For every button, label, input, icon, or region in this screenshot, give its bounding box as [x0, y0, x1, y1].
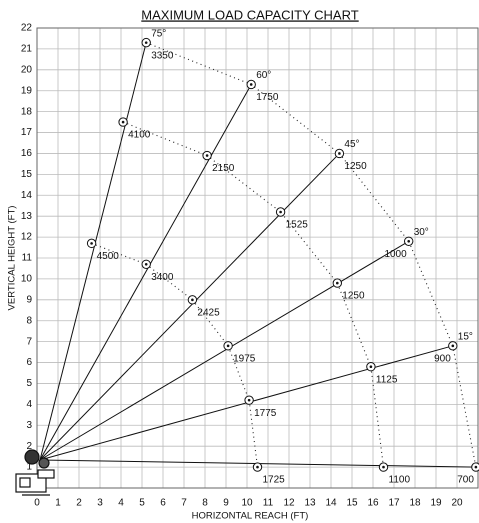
- load-label: 4100: [128, 130, 151, 141]
- y-tick-label: 9: [26, 294, 32, 305]
- x-tick-label: 6: [160, 498, 166, 509]
- load-point-center: [452, 345, 455, 348]
- angle-label: 15°: [458, 331, 473, 342]
- load-point-center: [250, 83, 253, 86]
- y-tick-label: 12: [21, 232, 33, 243]
- x-tick-label: 0: [34, 498, 40, 509]
- load-point-center: [256, 466, 259, 469]
- load-label: 1125: [376, 374, 398, 385]
- chart: MAXIMUM LOAD CAPACITY CHART HORIZONTAL R…: [0, 0, 479, 523]
- y-tick-label: 20: [21, 64, 33, 75]
- y-tick-label: 21: [21, 44, 33, 55]
- y-tick-label: 19: [21, 85, 33, 96]
- y-tick-label: 15: [21, 169, 33, 180]
- y-tick-label: 17: [21, 127, 33, 138]
- load-point-center: [145, 41, 148, 44]
- angle-label: 30°: [414, 227, 429, 238]
- y-tick-label: 3: [26, 420, 32, 431]
- angle-label: 45°: [344, 139, 359, 150]
- load-label: 1750: [256, 92, 279, 103]
- load-label: 3400: [151, 272, 174, 283]
- load-label: 1725: [263, 475, 286, 486]
- y-tick-label: 13: [21, 211, 33, 222]
- x-tick-label: 1: [55, 498, 61, 509]
- load-label: 1100: [389, 475, 411, 486]
- boom-line: [40, 84, 251, 460]
- load-label: 1250: [342, 291, 365, 302]
- x-axis-label: HORIZONTAL REACH (FT): [192, 511, 309, 522]
- load-label: 4500: [97, 251, 120, 262]
- load-point-center: [122, 121, 125, 124]
- y-tick-label: 18: [21, 106, 33, 117]
- boom-line: [40, 241, 409, 460]
- x-tick-label: 11: [263, 498, 274, 509]
- boom-line: [40, 43, 146, 460]
- y-tick-label: 6: [26, 357, 32, 368]
- load-label: 1000: [384, 249, 407, 260]
- load-point-center: [336, 282, 339, 285]
- load-point-center: [475, 466, 478, 469]
- load-point-center: [279, 211, 282, 214]
- load-point-center: [370, 365, 373, 368]
- x-tick-label: 4: [118, 498, 124, 509]
- x-tick-label: 18: [409, 498, 421, 509]
- boom-line: [40, 153, 339, 460]
- angle-label: 75°: [151, 28, 166, 39]
- x-tick-label: 9: [223, 498, 229, 509]
- load-point-center: [338, 152, 341, 155]
- x-tick-label: 3: [97, 498, 103, 509]
- x-tick-label: 14: [325, 498, 337, 509]
- x-tick-label: 15: [346, 498, 358, 509]
- load-point-center: [382, 466, 385, 469]
- load-point-center: [407, 240, 410, 243]
- load-point-center: [248, 399, 251, 402]
- load-label: 900: [434, 353, 451, 364]
- y-tick-label: 8: [26, 315, 32, 326]
- x-tick-label: 20: [451, 498, 463, 509]
- x-tick-label: 19: [430, 498, 442, 509]
- load-label: 3350: [151, 50, 174, 61]
- load-point-center: [90, 242, 93, 245]
- load-label: 1975: [233, 353, 256, 364]
- y-tick-label: 5: [26, 378, 32, 389]
- y-tick-label: 7: [26, 336, 32, 347]
- x-tick-label: 12: [283, 498, 295, 509]
- y-tick-label: 22: [21, 23, 33, 34]
- x-tick-label: 16: [367, 498, 379, 509]
- y-tick-label: 14: [21, 190, 33, 201]
- load-label: 700: [457, 475, 474, 486]
- load-point-center: [145, 263, 148, 266]
- x-tick-label: 10: [241, 498, 253, 509]
- x-tick-label: 13: [304, 498, 316, 509]
- y-tick-label: 10: [21, 274, 33, 285]
- reach-arc: [146, 43, 476, 467]
- load-label: 2150: [212, 163, 235, 174]
- x-tick-label: 17: [388, 498, 400, 509]
- chart-title: MAXIMUM LOAD CAPACITY CHART: [141, 7, 358, 22]
- load-label: 1775: [254, 408, 277, 419]
- x-tick-label: 2: [76, 498, 82, 509]
- y-tick-label: 4: [26, 399, 32, 410]
- load-label: 2425: [197, 307, 220, 318]
- x-tick-label: 7: [181, 498, 187, 509]
- y-tick-label: 16: [21, 148, 33, 159]
- load-label: 1250: [344, 161, 367, 172]
- y-tick-label: 11: [22, 253, 33, 264]
- load-point-center: [191, 299, 194, 302]
- x-tick-label: 8: [202, 498, 208, 509]
- load-point-center: [227, 345, 230, 348]
- load-point-center: [206, 154, 209, 157]
- x-tick-label: 5: [139, 498, 145, 509]
- load-label: 1525: [286, 220, 309, 231]
- y-axis-label: VERTICAL HEIGHT (FT): [7, 206, 18, 311]
- angle-label: 60°: [256, 70, 271, 81]
